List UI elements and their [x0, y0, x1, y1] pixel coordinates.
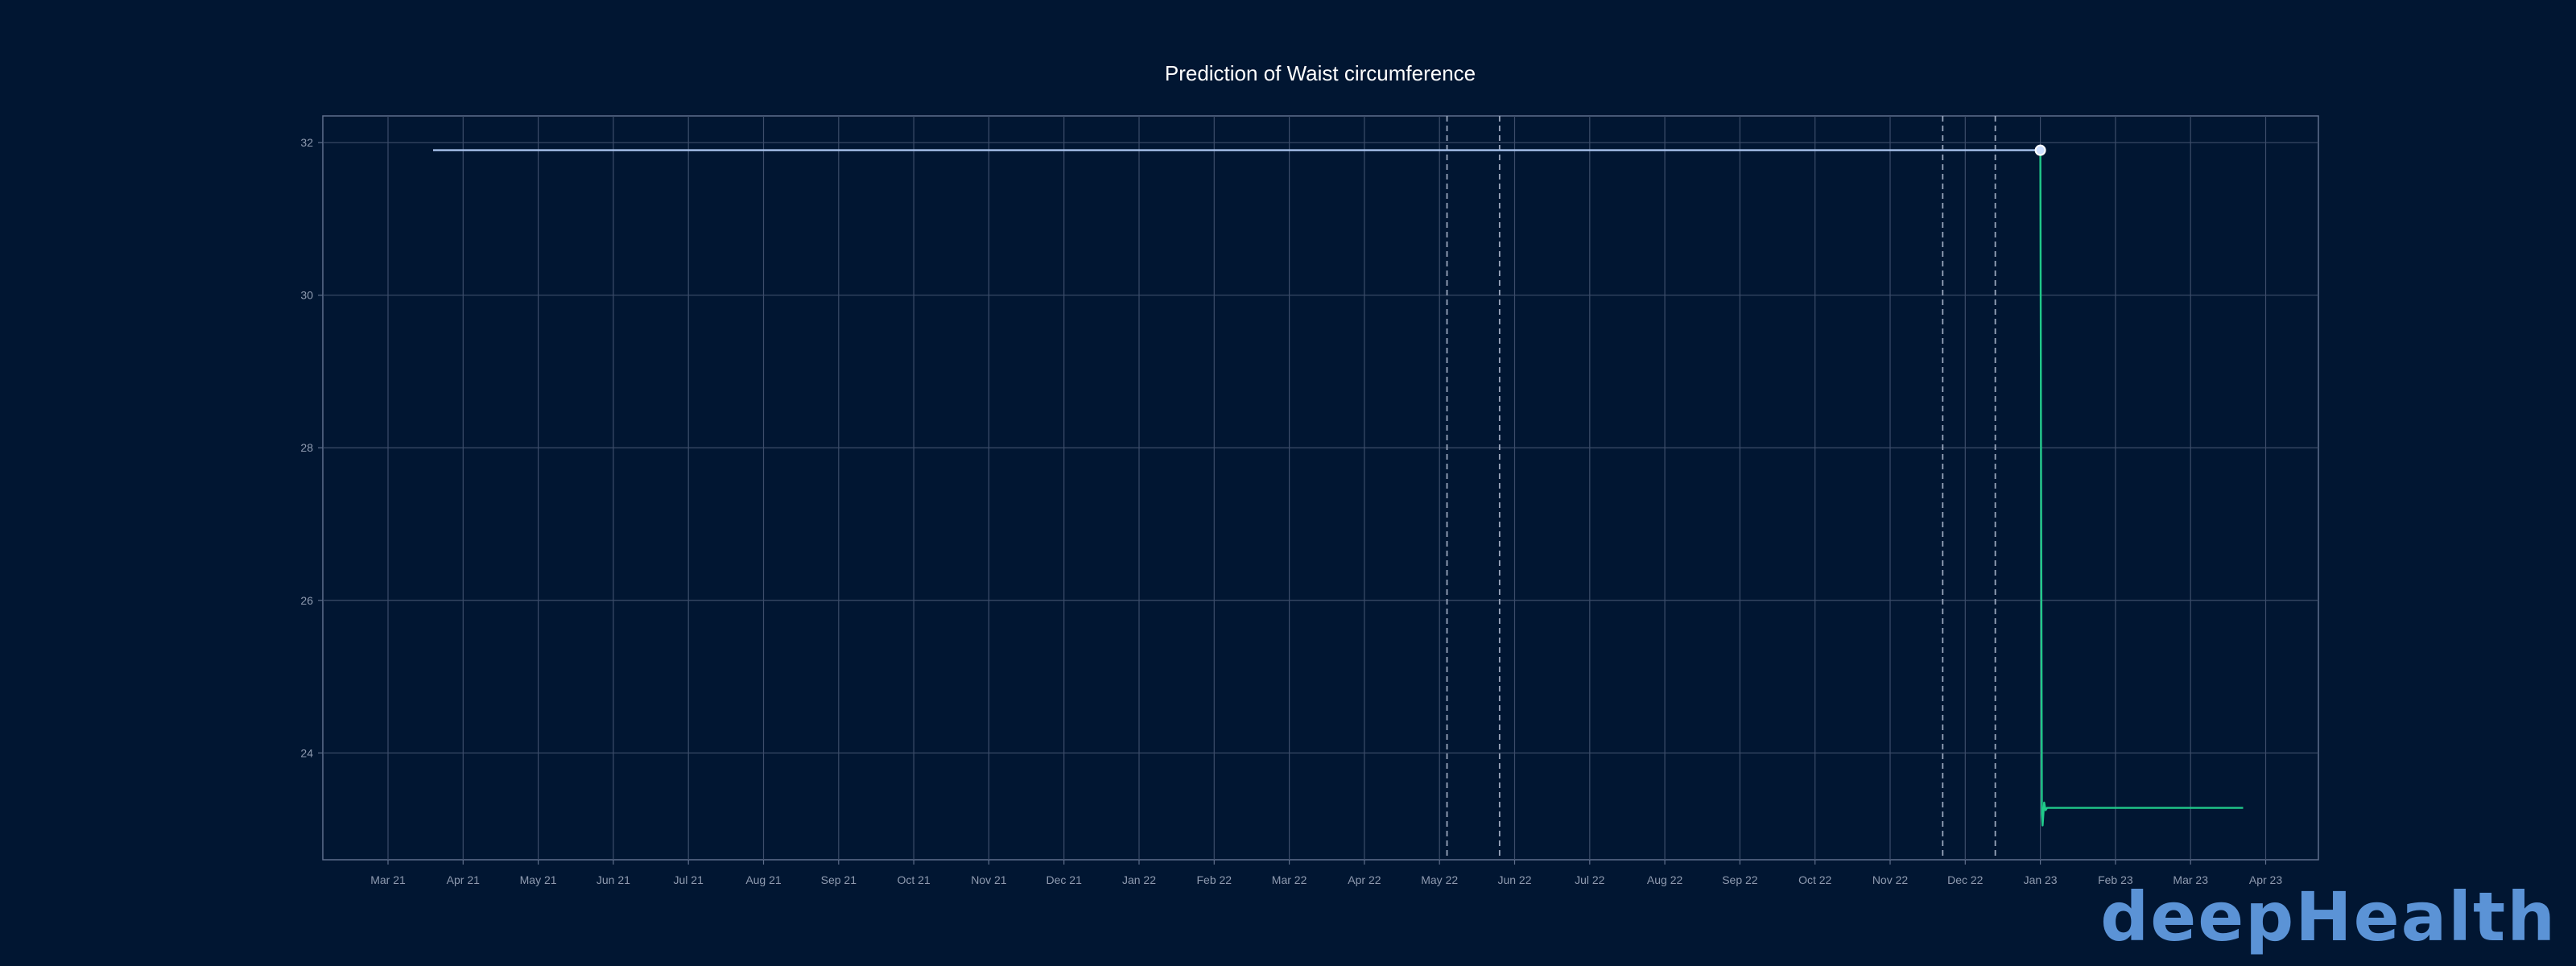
- y-axis: 24 26 28 30 32: [300, 136, 323, 759]
- x-tick-label: Mar 21: [370, 873, 406, 886]
- x-tick-label: Jul 21: [674, 873, 704, 886]
- x-tick-label: Feb 22: [1197, 873, 1232, 886]
- x-tick-label: May 22: [1421, 873, 1458, 886]
- vertical-markers: [1446, 116, 1996, 860]
- plot-area: [322, 115, 2319, 861]
- x-tick-label: Nov 21: [971, 873, 1007, 886]
- x-tick-label: Jul 22: [1575, 873, 1605, 886]
- x-tick-label: Dec 22: [1947, 873, 1984, 886]
- y-tick-label: 24: [300, 746, 313, 759]
- x-tick-label: Mar 22: [1272, 873, 1307, 886]
- y-tick-label: 28: [300, 441, 313, 454]
- x-tick-label: Jun 21: [597, 873, 630, 886]
- x-tick-label: Sep 22: [1722, 873, 1758, 886]
- y-tick-label: 30: [300, 289, 313, 302]
- x-tick-label: Apr 21: [447, 873, 480, 886]
- chart-title: Prediction of Waist circumference: [1165, 61, 1476, 85]
- x-tick-label: Mar 23: [2173, 873, 2208, 886]
- x-tick-label: Apr 23: [2249, 873, 2282, 886]
- grid-lines: [323, 116, 2318, 860]
- current-point-marker: [2034, 144, 2046, 156]
- x-tick-label: Aug 21: [745, 873, 782, 886]
- x-tick-label: Sep 21: [821, 873, 857, 886]
- x-tick-label: Jan 23: [2024, 873, 2058, 886]
- x-tick-label: Oct 21: [897, 873, 930, 886]
- x-tick-label: May 21: [520, 873, 557, 886]
- x-tick-label: Nov 22: [1872, 873, 1909, 886]
- y-tick-label: 32: [300, 136, 313, 149]
- x-axis: Mar 21 Apr 21 May 21 Jun 21 Jul 21 Aug 21 Sep …: [370, 860, 2282, 886]
- y-tick-label: 26: [300, 594, 313, 607]
- x-tick-label: Feb 23: [2098, 873, 2133, 886]
- x-tick-label: Oct 22: [1798, 873, 1831, 886]
- x-tick-label: Dec 21: [1046, 873, 1083, 886]
- x-tick-label: Apr 22: [1348, 873, 1381, 886]
- deephealth-logo: deepHealth: [2100, 877, 2557, 956]
- x-tick-label: Jun 22: [1497, 873, 1531, 886]
- x-tick-label: Jan 22: [1122, 873, 1156, 886]
- series-layer: [433, 144, 2244, 827]
- x-tick-label: Aug 22: [1647, 873, 1683, 886]
- series-line-prediction: [2039, 150, 2244, 827]
